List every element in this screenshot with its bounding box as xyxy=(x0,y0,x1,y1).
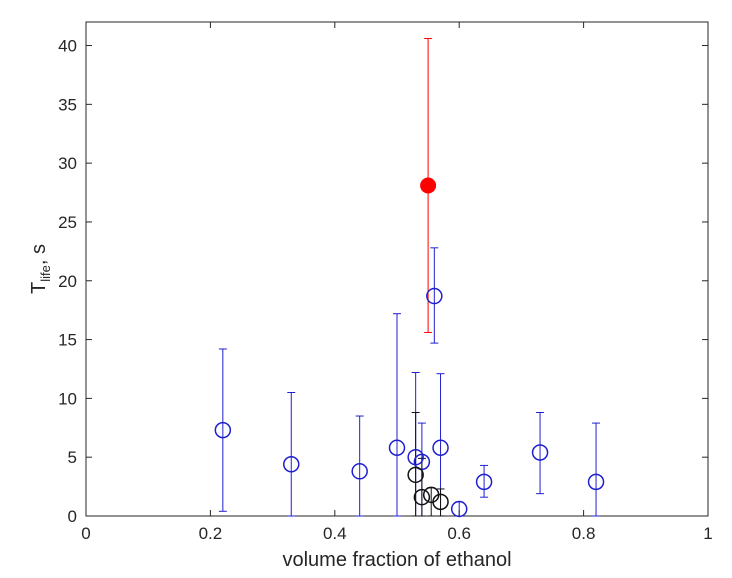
x-axis-label: volume fraction of ethanol xyxy=(282,549,511,571)
y-axis-label-main: T xyxy=(28,282,50,294)
y-axis-label-sub: life xyxy=(38,265,53,282)
data-point xyxy=(388,439,406,457)
y-tick-label: 10 xyxy=(58,389,77,408)
y-tick-label: 35 xyxy=(58,95,77,114)
data-point xyxy=(351,463,368,480)
data-point xyxy=(413,488,431,506)
data-point xyxy=(283,455,300,473)
data-point xyxy=(413,453,431,471)
y-tick-label: 25 xyxy=(58,213,77,232)
data-point xyxy=(407,466,424,484)
x-axis-ticks: 0 0.2 0.4 0.6 0.8 1 xyxy=(81,22,713,543)
data-point xyxy=(432,439,449,457)
x-tick-label: 1 xyxy=(703,524,712,543)
data-point xyxy=(531,444,549,461)
x-tick-label: 0.2 xyxy=(199,524,223,543)
x-tick-label: 0.8 xyxy=(572,524,596,543)
y-tick-label: 20 xyxy=(58,272,77,291)
y-tick-label: 30 xyxy=(58,154,77,173)
y-axis-label: Tlife, s xyxy=(28,244,53,294)
data-markers xyxy=(214,177,605,518)
y-tick-label: 0 xyxy=(68,507,77,526)
data-point xyxy=(214,421,232,439)
data-point xyxy=(432,493,449,511)
y-tick-label: 40 xyxy=(58,37,77,56)
data-point xyxy=(587,473,605,491)
x-tick-label: 0.4 xyxy=(323,524,347,543)
x-tick-label: 0.6 xyxy=(447,524,471,543)
x-tick-label: 0 xyxy=(81,524,90,543)
data-point-filled xyxy=(420,177,437,194)
data-point xyxy=(426,287,443,305)
data-point xyxy=(475,473,493,491)
data-point xyxy=(450,500,468,518)
y-tick-label: 5 xyxy=(68,448,77,467)
y-tick-label: 15 xyxy=(58,331,77,350)
y-axis-label-tail: , s xyxy=(28,244,50,265)
y-axis-ticks: 0 5 10 15 20 25 30 35 40 xyxy=(58,37,708,526)
